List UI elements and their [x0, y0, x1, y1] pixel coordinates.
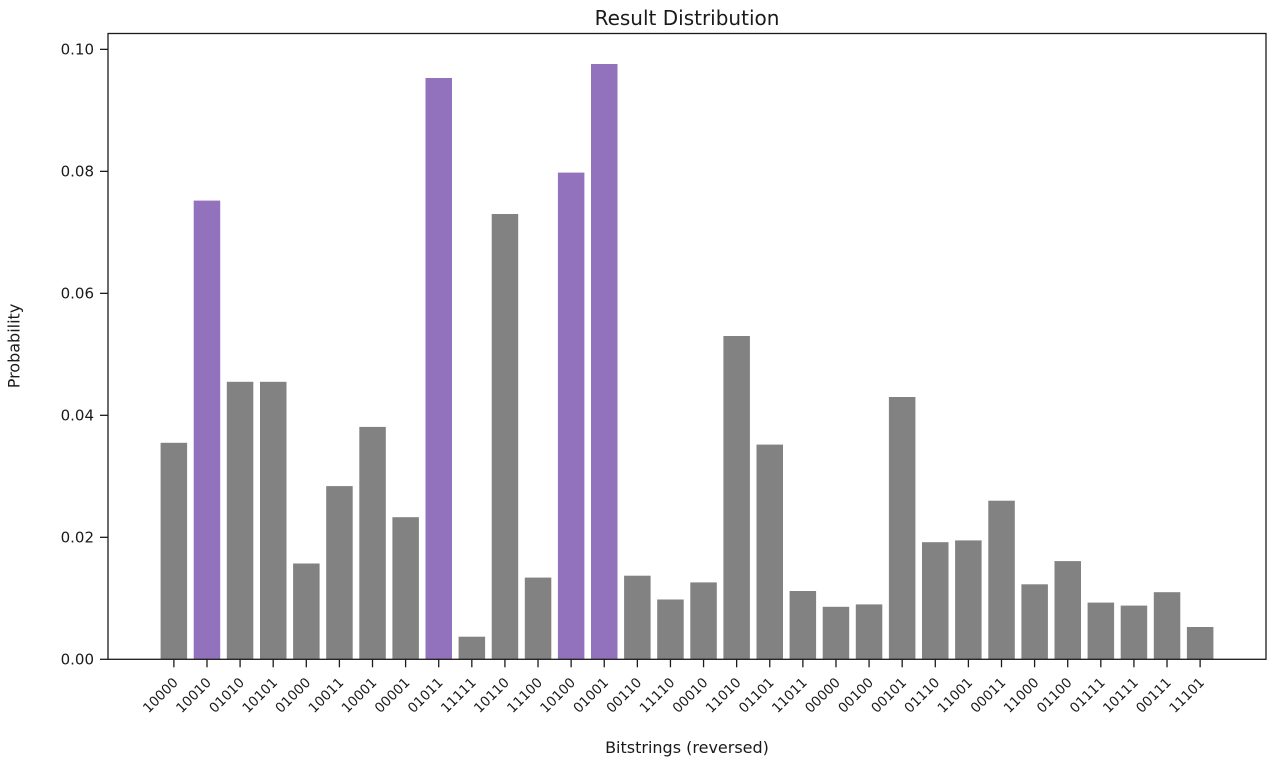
bar-00101	[888, 397, 916, 660]
x-tick-label-00001: 00001	[372, 675, 414, 717]
x-tick-label-00111: 00111	[1133, 675, 1175, 717]
bar-11111	[458, 636, 486, 660]
bar-01100	[1054, 561, 1081, 660]
x-tick-label-01100: 01100	[1034, 675, 1076, 717]
x-tick-label-11000: 11000	[1001, 675, 1043, 717]
bar-highlighted-10100	[557, 172, 585, 660]
x-tick-label-01111: 01111	[1067, 675, 1109, 717]
bar-01010	[226, 381, 254, 660]
x-tick-label-01000: 01000	[272, 675, 314, 717]
chart-title: Result Distribution	[594, 6, 780, 30]
y-tick-label: 0.06	[61, 284, 94, 302]
bar-10000	[160, 442, 188, 660]
x-tick-label-11101: 11101	[1166, 675, 1208, 717]
x-tick-label-10111: 10111	[1100, 675, 1142, 717]
y-tick-label: 0.08	[61, 162, 94, 180]
bar-11000	[1021, 584, 1048, 660]
bar-00010	[690, 582, 717, 660]
bar-10101	[260, 381, 287, 660]
bar-10001	[359, 426, 386, 660]
bar-00100	[855, 604, 883, 660]
bar-00000	[822, 606, 850, 660]
x-tick-label-00110: 00110	[603, 675, 645, 717]
bar-11001	[955, 540, 982, 660]
x-tick-label-00011: 00011	[968, 675, 1010, 717]
bar-10011	[326, 486, 353, 660]
bar-10111	[1120, 605, 1148, 660]
y-tick-label: 0.10	[61, 40, 94, 58]
x-tick-label-01001: 01001	[570, 675, 612, 717]
x-tick-label-11011: 11011	[769, 675, 811, 717]
bar-00110	[624, 575, 651, 660]
plot-frame	[107, 32, 1267, 660]
x-tick-label-10101: 10101	[239, 675, 281, 717]
x-tick-label-00101: 00101	[868, 675, 910, 717]
x-tick-label-01011: 01011	[405, 675, 447, 717]
x-tick-label-10011: 10011	[306, 675, 348, 717]
bar-00001	[392, 517, 419, 660]
x-tick-label-10001: 10001	[339, 675, 381, 717]
x-tick-label-01010: 01010	[206, 675, 248, 717]
y-tick-label: 0.02	[61, 528, 94, 546]
x-tick-label-10010: 10010	[173, 675, 215, 717]
bar-11010	[723, 336, 750, 660]
x-tick-label-11010: 11010	[703, 675, 745, 717]
bar-highlighted-01011	[425, 78, 452, 660]
x-tick-label-11111: 11111	[438, 675, 480, 717]
y-tick-label: 0.04	[61, 406, 94, 424]
bar-00011	[988, 500, 1015, 660]
bar-11101	[1186, 627, 1214, 660]
bar-01110	[922, 542, 949, 660]
x-axis-title: Bitstrings (reversed)	[605, 738, 769, 757]
bar-11011	[789, 591, 817, 660]
x-tick-label-10100: 10100	[537, 675, 579, 717]
bar-highlighted-01001	[591, 64, 618, 660]
x-tick-label-11110: 11110	[637, 675, 679, 717]
x-tick-label-01110: 01110	[901, 675, 943, 717]
x-tick-label-10110: 10110	[471, 675, 513, 717]
x-tick-label-00010: 00010	[670, 675, 712, 717]
bar-11110	[657, 599, 684, 660]
x-tick-label-01101: 01101	[736, 675, 778, 717]
x-tick-label-11100: 11100	[504, 675, 546, 717]
bar-10110	[491, 214, 519, 660]
bar-00111	[1153, 592, 1181, 660]
bar-11100	[524, 577, 552, 660]
x-tick-label-10000: 10000	[140, 675, 182, 717]
x-tick-label-11001: 11001	[935, 675, 977, 717]
y-axis-title: Probability	[4, 303, 24, 389]
bar-01000	[293, 563, 320, 660]
y-tick-label: 0.00	[61, 650, 94, 668]
x-tick-label-00100: 00100	[835, 675, 877, 717]
bar-01111	[1087, 602, 1115, 660]
bar-highlighted-10010	[193, 200, 221, 660]
x-tick-label-00000: 00000	[802, 675, 844, 717]
bar-01101	[756, 444, 783, 660]
